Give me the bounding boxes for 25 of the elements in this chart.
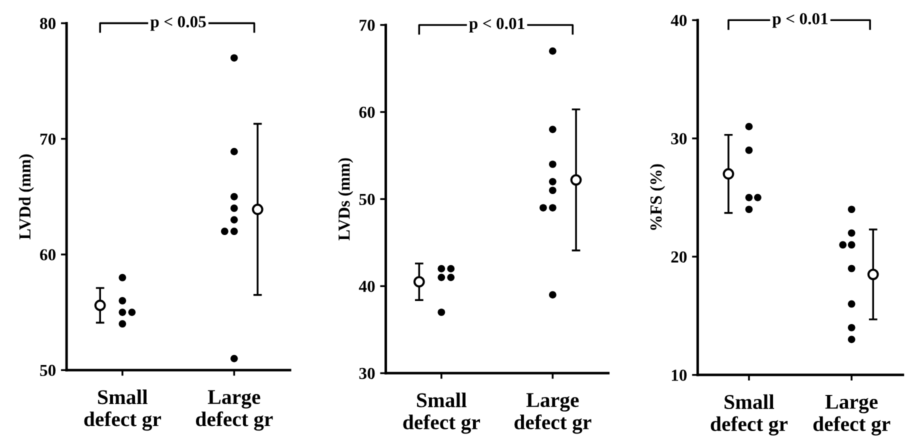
y-tick-label: 30: [359, 368, 375, 380]
x-tick-label: Large defect gr: [514, 393, 592, 434]
y-tick-label: 50: [359, 194, 375, 206]
y-tick-label: 10: [672, 370, 687, 381]
y-tick-label: 40: [670, 14, 687, 26]
x-tick-label: Small defect gr: [403, 392, 480, 434]
y-tick-label: 60: [359, 106, 375, 118]
y-tick-label: 60: [40, 249, 56, 260]
y-axis-title: %FS (%): [650, 164, 666, 230]
y-tick-label: 50: [40, 364, 56, 376]
annotation: p < 0.01: [469, 18, 524, 33]
y-tick-label: 20: [671, 251, 687, 263]
x-tick-label: Small defect gr: [710, 394, 788, 436]
x-tick-label: Large defect gr: [196, 390, 273, 431]
y-tick-label: 70: [360, 20, 375, 31]
y-axis-title: LVDs (mm): [338, 158, 354, 240]
x-tick-label: Large defect gr: [813, 395, 890, 436]
x-tick-label: Small defect gr: [84, 390, 162, 431]
y-axis-title: LVDd (mm): [18, 154, 34, 240]
y-tick-label: 30: [671, 133, 687, 144]
annotation: p < 0.05: [150, 16, 206, 31]
y-tick-label: 40: [358, 280, 375, 292]
y-tick-label: 70: [40, 134, 56, 145]
y-tick-label: 80: [40, 18, 56, 30]
annotation: p < 0.01: [772, 13, 828, 28]
